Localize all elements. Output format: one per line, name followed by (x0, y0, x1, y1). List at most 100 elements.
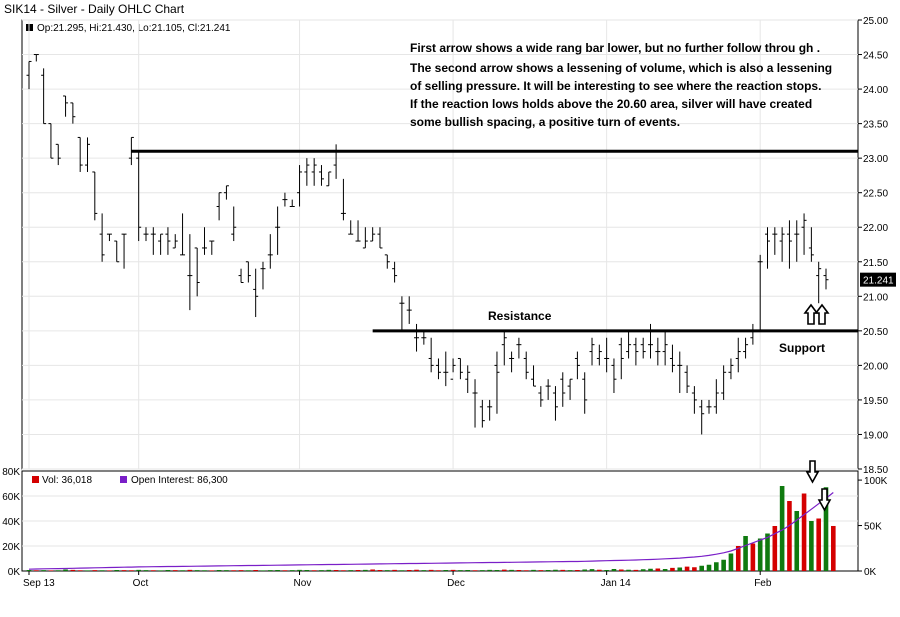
ohlc-bar (801, 213, 807, 255)
date-tick-label: Sep 13 (23, 578, 55, 589)
ohlc-bar (757, 254, 763, 331)
ohlc-bar (655, 337, 661, 366)
ohlc-bar (216, 192, 222, 221)
ohlc-bar (238, 268, 244, 283)
volume-bar (633, 569, 639, 571)
ohlc-bar (457, 357, 463, 380)
volume-bar (26, 570, 32, 571)
volume-bar (253, 570, 258, 571)
ohlc-bar (275, 206, 281, 255)
ohlc-bar (121, 233, 127, 269)
ohlc-bar (392, 261, 398, 283)
volume-left-tick-label: 40K (2, 517, 20, 528)
volume-bar (370, 569, 375, 571)
volume-bar (655, 568, 661, 571)
ohlc-bar (260, 261, 266, 290)
ohlc-bar (823, 268, 829, 290)
price-tick-label: 23.50 (863, 120, 888, 131)
ohlc-bar (611, 358, 617, 394)
ohlc-bar (808, 227, 814, 262)
ohlc-bar (406, 296, 412, 324)
volume-bar (494, 570, 500, 571)
price-tick-label: 19.50 (863, 396, 888, 407)
annotation-line-2: The second arrow shows a lessening of vo… (410, 61, 832, 75)
price-axis: 18.50 19.00 19.50 20.00 20.50 21.00 21.50 22.00… (858, 16, 888, 476)
ohlc-bar (223, 185, 229, 200)
ohlc-bar (560, 372, 566, 407)
volume-bar (779, 486, 785, 571)
down-arrow-2-icon (817, 488, 832, 512)
ohlc-bar (106, 233, 112, 242)
ohlc-bar (63, 95, 69, 117)
ohlc-bar (355, 220, 361, 242)
volume-bar (48, 570, 54, 571)
date-tick-label: Oct (133, 578, 149, 589)
volume-bars (26, 486, 836, 571)
ohlc-bar (165, 227, 171, 255)
ohlc-bar (743, 337, 749, 359)
volume-bar (721, 559, 726, 571)
volume-left-tick-label: 80K (2, 467, 20, 478)
volume-bar (487, 569, 492, 571)
price-tick-label: 22.00 (863, 223, 888, 234)
ohlc-bar (479, 399, 485, 428)
ohlc-bar (552, 386, 558, 421)
volume-bar (626, 569, 631, 571)
volume-bar (684, 566, 690, 571)
ohlc-bar (691, 386, 697, 414)
volume-bar (107, 570, 112, 571)
volume-bar (831, 525, 836, 571)
ohlc-bar (677, 351, 683, 394)
date-tick-label: Feb (754, 578, 772, 589)
volume-bar (428, 569, 434, 571)
last-price-label: 21.241 (863, 276, 894, 287)
ohlc-bar (523, 351, 529, 380)
ohlc-bar (136, 151, 142, 242)
volume-right-tick-label: 100K (864, 476, 888, 487)
volume-bar (699, 565, 704, 571)
resistance-label: Resistance (488, 309, 552, 323)
volume-bar (267, 570, 273, 571)
ohlc-bar (531, 365, 537, 387)
ohlc-bar (253, 268, 259, 318)
annotation-line-5: some bullish spacing, a positive turn of… (410, 115, 680, 129)
annotation-line-1: First arrow shows a wide rang bar lower,… (410, 41, 820, 55)
ohlc-bar (326, 171, 332, 187)
ohlc-bar (567, 378, 573, 400)
volume-bar (757, 538, 763, 571)
volume-bar (326, 569, 332, 571)
ohlc-bar (684, 365, 690, 394)
ohlc-bar (340, 178, 346, 221)
ohlc-bar (318, 165, 324, 186)
volume-bar (728, 553, 734, 571)
volume-left-axis: 0K 20K 40K 60K 80K (2, 467, 20, 578)
up-arrows-icon (803, 303, 830, 325)
volume-right-tick-label: 50K (864, 522, 882, 533)
down-arrow-1-icon (805, 460, 820, 484)
volume-bar (151, 570, 156, 571)
volume-bar (501, 569, 507, 571)
volume-bar (333, 570, 339, 571)
price-panel (21, 19, 859, 470)
volume-bar (531, 569, 536, 571)
ohlc-info-line: Op:21.295, Hi:21.430, Lo:21.105, Cl:21.2… (37, 23, 231, 34)
volume-bar (480, 570, 485, 571)
price-tick-label: 20.00 (863, 361, 888, 372)
ohlc-bar (633, 337, 639, 366)
volume-bar (187, 569, 193, 571)
price-tick-label: 23.00 (863, 154, 888, 165)
price-tick-label: 20.50 (863, 327, 888, 338)
ohlc-bar (545, 379, 551, 400)
volume-bar (348, 570, 354, 571)
ohlc-bar (472, 379, 478, 428)
volume-bar (604, 570, 609, 571)
volume-bar (202, 570, 207, 571)
vol-legend-marker (32, 476, 39, 483)
ohlc-bar (604, 337, 610, 373)
ohlc-bars (26, 54, 829, 435)
date-axis: Sep 13 Oct Nov Dec Jan 14 Feb (23, 571, 772, 589)
volume-bar (158, 570, 163, 571)
ohlc-bar (304, 158, 310, 186)
volume-bar (121, 570, 127, 571)
